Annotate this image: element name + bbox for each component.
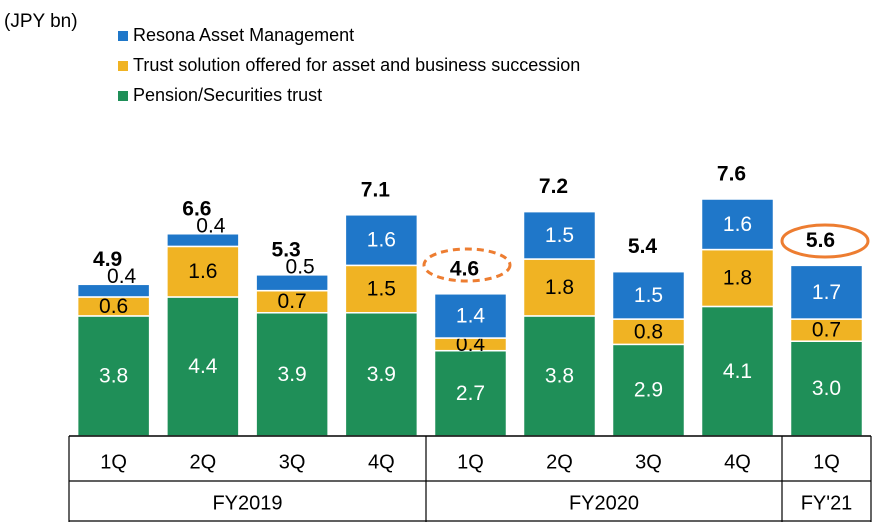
- category-label: 1Q: [100, 451, 127, 473]
- category-label: 3Q: [635, 451, 662, 473]
- category-label: 1Q: [813, 451, 840, 473]
- value-label: 1.5: [545, 224, 574, 247]
- total-label: 7.2: [539, 175, 568, 198]
- value-label: 1.4: [456, 304, 486, 327]
- category-label: 2Q: [546, 451, 573, 473]
- bar-segment: [76, 315, 151, 437]
- highlight-dashed: [422, 247, 512, 283]
- bar-segment: [789, 264, 864, 320]
- category-label: 4Q: [724, 451, 751, 473]
- legend: Resona Asset Management Trust solution of…: [118, 25, 580, 105]
- total-label: 7.6: [717, 163, 746, 186]
- value-label: 2.9: [634, 379, 663, 402]
- total-label: 4.9: [93, 248, 122, 271]
- value-label: 1.6: [367, 229, 396, 252]
- value-label: 1.7: [812, 281, 841, 304]
- legend-swatch: [118, 91, 128, 101]
- value-label: 3.8: [545, 365, 574, 388]
- value-label: 1.5: [367, 278, 396, 301]
- bar-segment: [344, 214, 419, 267]
- bar-segment: [611, 270, 686, 320]
- value-label: 4.4: [188, 355, 218, 378]
- group-label: FY'21: [801, 492, 853, 514]
- legend-swatch: [118, 31, 128, 41]
- bar-segment: [255, 312, 329, 437]
- bar-segment: [522, 258, 597, 317]
- bar-segment: [700, 248, 775, 308]
- value-label: 3.8: [99, 365, 128, 388]
- bar-segment: [166, 296, 240, 437]
- legend-label: Trust solution offered for asset and bus…: [133, 55, 580, 75]
- unit-label: (JPY bn): [4, 11, 78, 32]
- value-label: 0.7: [278, 290, 307, 313]
- value-label: 0.8: [634, 320, 663, 343]
- legend-label: Resona Asset Management: [133, 25, 354, 45]
- value-label: 0.7: [812, 319, 841, 342]
- bar-segment: [611, 343, 686, 437]
- category-label: 2Q: [190, 451, 217, 473]
- group-label: FY2019: [212, 492, 282, 514]
- value-label: 0.5: [286, 255, 315, 278]
- bar-segment: [522, 315, 597, 437]
- value-label: 0.6: [99, 295, 128, 318]
- value-label: 1.6: [188, 260, 217, 283]
- bar-segment: [700, 198, 775, 251]
- category-label: 3Q: [279, 451, 306, 473]
- value-label: 3.9: [278, 363, 307, 386]
- value-label: 3.0: [812, 377, 841, 400]
- bar-segment: [522, 210, 597, 260]
- value-label: 1.8: [545, 276, 574, 299]
- bar-segment: [433, 349, 508, 437]
- total-label: 6.6: [182, 197, 211, 220]
- bar-segment: [255, 274, 329, 292]
- bar-segment: [76, 283, 151, 298]
- bar-segment: [166, 233, 240, 248]
- category-label: 1Q: [457, 451, 484, 473]
- bar-segment: [344, 264, 419, 314]
- bar-segment: [344, 312, 419, 437]
- legend-swatch: [118, 61, 128, 71]
- bar-segment: [611, 318, 686, 346]
- bar-segment: [789, 340, 864, 437]
- value-label: 1.8: [723, 267, 752, 290]
- total-label: 5.6: [806, 229, 835, 252]
- total-label: 7.1: [361, 178, 391, 201]
- value-label: 0.4: [107, 265, 137, 288]
- value-label: 1.5: [634, 284, 663, 307]
- value-label: 4.1: [723, 360, 752, 383]
- bars: 3.80.60.44.94.41.60.46.63.90.70.55.33.91…: [76, 163, 864, 437]
- value-label: 3.9: [367, 363, 396, 386]
- total-label: 5.4: [628, 235, 658, 258]
- highlight-solid: [780, 223, 870, 259]
- category-table: 1Q 2Q 3Q 4Q 1Q 2Q 3Q 4Q 1Q FY2019 FY2020 FY'21: [68, 435, 872, 522]
- category-label: 4Q: [368, 451, 395, 473]
- total-label: 4.6: [450, 257, 479, 280]
- value-label: 2.7: [456, 382, 485, 405]
- value-label: 1.6: [723, 213, 752, 236]
- group-label: FY2020: [569, 492, 639, 514]
- bar-segment: [433, 293, 508, 339]
- value-label: 0.4: [196, 214, 226, 237]
- total-label: 5.3: [272, 238, 301, 261]
- legend-label: Pension/Securities trust: [133, 85, 322, 105]
